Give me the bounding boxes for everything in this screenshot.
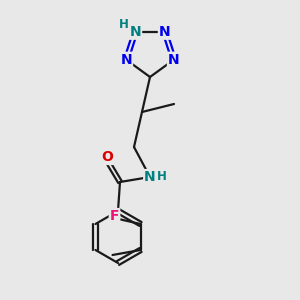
Text: O: O <box>101 150 113 164</box>
Text: N: N <box>168 53 180 67</box>
Text: F: F <box>110 209 119 223</box>
Text: N: N <box>120 53 132 67</box>
Text: N: N <box>144 170 156 184</box>
Text: H: H <box>119 18 129 31</box>
Text: N: N <box>130 25 141 39</box>
Text: N: N <box>159 25 170 39</box>
Text: H: H <box>157 169 167 182</box>
